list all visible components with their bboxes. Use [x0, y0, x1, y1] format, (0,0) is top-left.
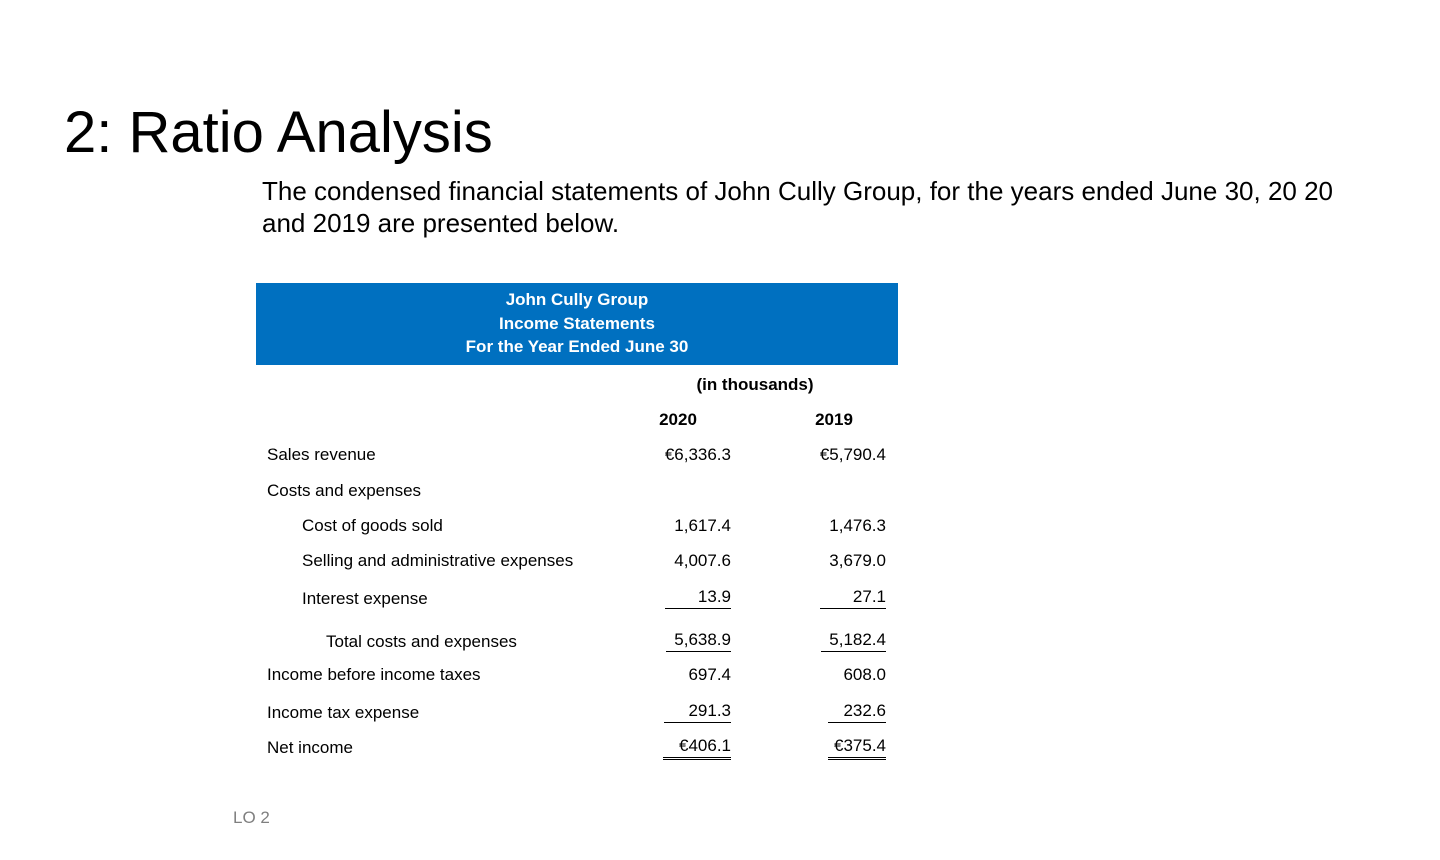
value-2019: €375.4: [828, 735, 886, 760]
slide-title: 2: Ratio Analysis: [64, 100, 493, 165]
row-label: Income tax expense: [267, 703, 420, 722]
value-2019: 27.1: [820, 586, 886, 609]
value-2019: 232.6: [828, 700, 886, 723]
value-2020: 291.3: [664, 700, 731, 723]
row-label: Selling and administrative expenses: [302, 551, 574, 570]
value-2019: 1,476.3: [829, 516, 886, 535]
row-label: Cost of goods sold: [302, 516, 443, 535]
table-row: Selling and administrative expenses 4,00…: [0, 548, 1440, 574]
table-row: Cost of goods sold 1,617.4 1,476.3: [0, 513, 1440, 539]
row-label: Net income: [267, 738, 353, 757]
row-label: Total costs and expenses: [326, 632, 517, 651]
intro-text: The condensed financial statements of Jo…: [262, 176, 1334, 238]
value-2020: €406.1: [663, 735, 731, 760]
table-row: Total costs and expenses 5,638.9 5,182.4: [0, 629, 1440, 655]
year-2020-header: 2020: [659, 410, 697, 429]
row-label: Interest expense: [302, 589, 428, 608]
statement-period: For the Year Ended June 30: [465, 337, 689, 356]
statement-name: Income Statements: [499, 313, 655, 333]
table-row: Costs and expenses: [0, 478, 1440, 504]
company-name: John Cully Group: [505, 290, 649, 309]
table-row: Interest expense 13.9 27.1: [0, 586, 1440, 612]
value-2020: 4,007.6: [674, 551, 731, 570]
table-row: Income tax expense 291.3 232.6: [0, 700, 1440, 726]
value-2019: 608.0: [843, 665, 886, 684]
value-2020: 697.4: [688, 665, 731, 684]
learning-objective-label: LO 2: [233, 808, 270, 827]
table-row: Sales revenue €6,336.3 €5,790.4: [0, 442, 1440, 468]
table-row: Net income €406.1 €375.4: [0, 735, 1440, 761]
value-2020: 13.9: [665, 586, 731, 609]
row-label: Costs and expenses: [267, 481, 422, 500]
units-label: (in thousands): [696, 375, 814, 394]
value-2019: 5,182.4: [821, 629, 886, 652]
row-label: Sales revenue: [267, 445, 376, 464]
table-row: Income before income taxes 697.4 608.0: [0, 662, 1440, 688]
row-label: Income before income taxes: [267, 665, 481, 684]
value-2019: 3,679.0: [829, 551, 886, 570]
statement-header: John Cully Group Income Statements For t…: [256, 283, 898, 365]
year-2019-header: 2019: [815, 410, 853, 429]
value-2020: 5,638.9: [666, 629, 731, 652]
value-2020: 1,617.4: [674, 516, 731, 535]
value-2020: €6,336.3: [664, 445, 731, 464]
value-2019: €5,790.4: [819, 445, 886, 464]
